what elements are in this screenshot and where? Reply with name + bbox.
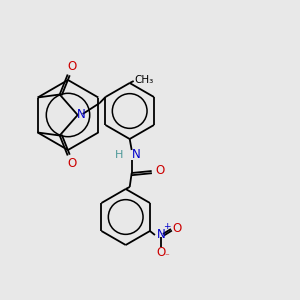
Text: +: + — [163, 222, 171, 231]
Text: O: O — [155, 164, 164, 178]
Text: N: N — [157, 229, 165, 242]
Text: O: O — [172, 221, 182, 235]
Text: N: N — [77, 109, 86, 122]
Text: N: N — [132, 148, 140, 161]
Text: ⁻: ⁻ — [165, 253, 169, 262]
Text: H: H — [115, 150, 124, 160]
Text: CH₃: CH₃ — [135, 75, 154, 85]
Text: O: O — [67, 157, 76, 170]
Text: O: O — [67, 60, 76, 73]
Text: O: O — [156, 247, 166, 260]
